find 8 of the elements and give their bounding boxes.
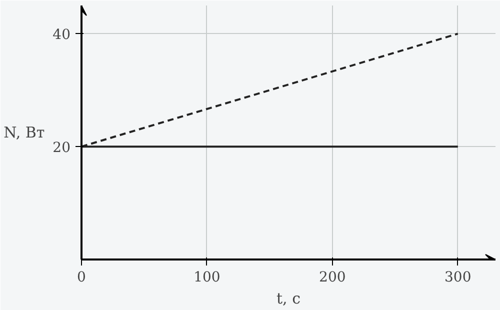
y-tick-label: 20 bbox=[52, 140, 71, 156]
y-axis-title: N, Вт bbox=[4, 124, 45, 142]
x-tick-label: 100 bbox=[194, 270, 220, 286]
x-tick-label: 200 bbox=[319, 270, 346, 286]
x-tick-label: 0 bbox=[77, 270, 86, 286]
x-axis-title: t, с bbox=[276, 290, 300, 308]
y-tick-label: 40 bbox=[52, 27, 71, 44]
x-tick-label: 300 bbox=[444, 270, 472, 286]
